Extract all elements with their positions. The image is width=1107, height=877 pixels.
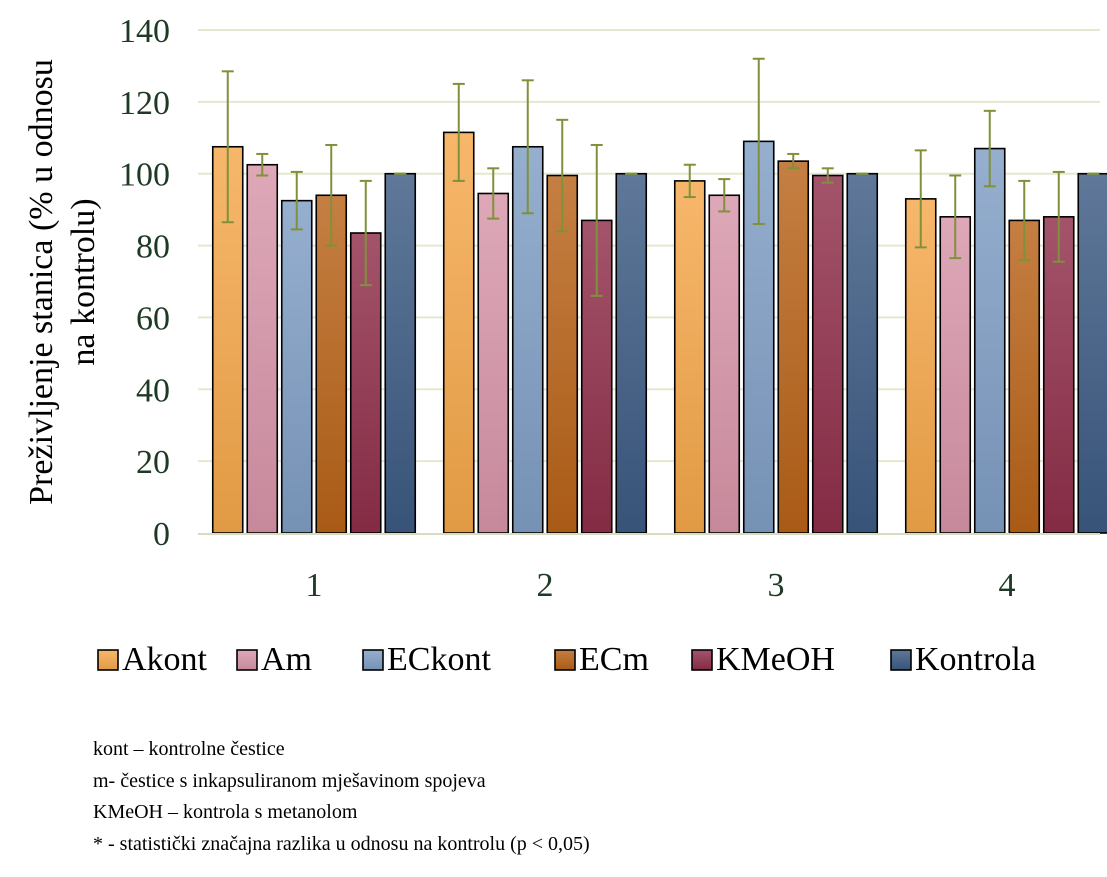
legend-item-am: Am bbox=[236, 641, 312, 678]
legend-item-eckont: ECkont bbox=[362, 641, 491, 678]
legend-item-ecm: ECm bbox=[554, 641, 649, 678]
bar-ecm-2 bbox=[546, 174, 579, 534]
footnote-kont: kont – kontrolne čestice bbox=[93, 738, 285, 760]
y-tick-labels: 0 20 40 60 80 100 120 140 bbox=[119, 13, 170, 553]
error-bar bbox=[221, 70, 234, 224]
error-bar bbox=[983, 109, 996, 188]
error-bar bbox=[683, 163, 696, 199]
legend-item-akont: Akont bbox=[97, 641, 208, 678]
bar-kontrola-4 bbox=[1077, 172, 1107, 534]
error-bar bbox=[752, 57, 765, 226]
bar-ecm-1 bbox=[315, 194, 348, 534]
error-bar bbox=[487, 167, 500, 220]
bar-kontrola-3 bbox=[846, 172, 879, 534]
bar-kontrola-2 bbox=[615, 172, 648, 534]
y-tick-label: 100 bbox=[119, 157, 170, 194]
legend-swatch bbox=[890, 649, 912, 671]
bar-kmeoh-3 bbox=[811, 174, 844, 534]
error-bar bbox=[556, 118, 569, 233]
error-bar bbox=[325, 143, 338, 247]
legend-label: Am bbox=[261, 641, 312, 678]
bars bbox=[211, 131, 1107, 534]
y-tick-label: 40 bbox=[136, 372, 170, 409]
legend-swatch bbox=[97, 649, 119, 671]
bar-kmeoh-4 bbox=[1042, 216, 1075, 534]
bar-akont-3 bbox=[673, 180, 706, 534]
x-tick-label: 3 bbox=[768, 567, 785, 604]
error-bar bbox=[1018, 179, 1031, 261]
footnotes: kont – kontrolne čestice m- čestice s in… bbox=[93, 734, 590, 860]
error-bars bbox=[221, 57, 1100, 297]
x-tick-labels: 1 2 3 4 bbox=[306, 567, 1016, 604]
error-bar bbox=[256, 152, 269, 177]
bar-am-3 bbox=[708, 194, 741, 534]
footnote-significance: * - statistički značajna razlika u odnos… bbox=[93, 832, 590, 855]
y-axis-label: Preživljenje stanica (% u odnosu na kontr… bbox=[23, 59, 102, 505]
error-bar bbox=[949, 174, 962, 260]
y-tick-label: 20 bbox=[136, 444, 170, 481]
bar-ecm-3 bbox=[777, 160, 810, 534]
error-bar bbox=[1052, 170, 1065, 263]
error-bar bbox=[290, 170, 303, 231]
footnote-kmeoh: KMeOH – kontrola s metanolom bbox=[93, 801, 358, 823]
error-bar bbox=[914, 149, 927, 249]
footnote-m: m- čestice s inkapsuliranom mješavinom s… bbox=[93, 769, 486, 792]
legend-item-kontrola: Kontrola bbox=[890, 641, 1036, 678]
error-bar bbox=[590, 143, 603, 297]
y-tick-label: 80 bbox=[136, 229, 170, 266]
bar-akont-2 bbox=[442, 131, 475, 534]
y-tick-label: 0 bbox=[153, 516, 170, 553]
y-tick-label: 140 bbox=[119, 13, 170, 50]
legend-swatch bbox=[236, 649, 258, 671]
bar-akont-4 bbox=[904, 198, 937, 534]
legend-swatch bbox=[691, 649, 713, 671]
x-tick-label: 4 bbox=[999, 567, 1016, 604]
bar-kontrola-1 bbox=[384, 172, 417, 534]
error-bar bbox=[718, 178, 731, 213]
gridlines bbox=[198, 29, 1100, 463]
y-axis-label-line: na kontrolu) bbox=[65, 198, 102, 365]
bar-ecm-4 bbox=[1008, 219, 1041, 534]
error-bar bbox=[787, 152, 800, 170]
bar-eckont-4 bbox=[973, 147, 1006, 534]
legend-swatch bbox=[362, 649, 384, 671]
error-bar bbox=[452, 82, 465, 182]
x-tick-label: 1 bbox=[306, 567, 323, 604]
error-bar bbox=[521, 79, 534, 215]
error-bar bbox=[359, 179, 372, 287]
error-bar bbox=[821, 167, 834, 184]
y-tick-label: 60 bbox=[136, 300, 170, 337]
bar-am-2 bbox=[477, 192, 510, 534]
legend: Akont Am ECkont ECm KMeOH Kontrola bbox=[97, 641, 1036, 678]
y-tick-label: 120 bbox=[119, 85, 170, 122]
bar-eckont-1 bbox=[280, 199, 313, 534]
bar-am-1 bbox=[246, 163, 279, 534]
legend-item-kmeoh: KMeOH bbox=[691, 641, 835, 678]
legend-label: Akont bbox=[122, 641, 208, 678]
legend-label: ECm bbox=[579, 641, 649, 678]
x-tick-label: 2 bbox=[537, 567, 554, 604]
legend-label: KMeOH bbox=[716, 641, 835, 678]
legend-swatch bbox=[554, 649, 576, 671]
legend-label: ECkont bbox=[387, 641, 491, 678]
y-axis-label-line: Preživljenje stanica (% u odnosu bbox=[23, 59, 60, 505]
bar-am-4 bbox=[939, 216, 972, 534]
legend-label: Kontrola bbox=[915, 641, 1036, 678]
